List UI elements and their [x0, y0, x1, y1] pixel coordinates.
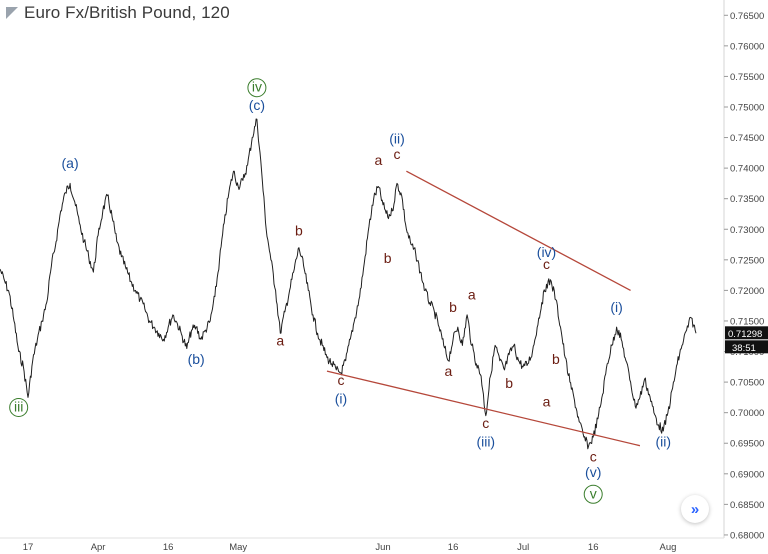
- countdown-value: 38:51: [732, 343, 756, 354]
- wave-label: a: [374, 152, 382, 168]
- y-tick-label: 0.70000: [730, 408, 764, 419]
- wave-label: b: [384, 250, 392, 266]
- wave-label-circle: [583, 484, 603, 504]
- wave-label: b: [505, 375, 513, 391]
- y-tick-label: 0.76000: [730, 41, 764, 52]
- x-tick-label: 16: [448, 542, 459, 553]
- wave-label: (iii): [476, 433, 495, 449]
- wave-label: (a): [62, 155, 79, 171]
- wave-label: (i): [610, 299, 622, 315]
- wave-label-circle: [247, 78, 267, 98]
- last-price-badge: [725, 326, 768, 340]
- y-tick-label: 0.71500: [730, 316, 764, 327]
- wave-label: c: [394, 146, 401, 162]
- wave-label: a: [468, 287, 476, 303]
- wave-label: iv: [252, 79, 262, 95]
- y-tick-label: 0.73500: [730, 194, 764, 205]
- x-tick-label: Aug: [659, 542, 676, 553]
- wave-label: a: [543, 394, 551, 410]
- y-tick-label: 0.72000: [730, 286, 764, 297]
- y-tick-label: 0.69500: [730, 439, 764, 450]
- wave-label: a: [445, 363, 453, 379]
- scroll-forward-button[interactable]: »: [681, 495, 709, 523]
- double-chevron-right-icon: »: [690, 500, 700, 518]
- wave-label: (v): [585, 464, 601, 480]
- wave-label: (c): [249, 97, 265, 113]
- y-tick-label: 0.68500: [730, 500, 764, 511]
- wave-label: b: [552, 351, 560, 367]
- wave-label: (iv): [537, 244, 556, 260]
- x-tick-label: Jul: [517, 542, 529, 553]
- y-tick-label: 0.75000: [730, 102, 764, 113]
- x-tick-label: May: [229, 542, 247, 553]
- y-tick-label: 0.69000: [730, 469, 764, 480]
- wave-label: a: [276, 332, 284, 348]
- x-tick-label: Jun: [375, 542, 390, 553]
- wave-label-circle: [9, 397, 29, 417]
- y-tick-label: 0.74500: [730, 133, 764, 144]
- chart-title-bar: Euro Fx/British Pound, 120: [6, 2, 230, 24]
- wave-label: iii: [14, 398, 23, 414]
- wave-label: c: [482, 415, 489, 431]
- x-tick-label: 16: [163, 542, 174, 553]
- countdown-badge: [725, 340, 768, 354]
- y-tick-label: 0.75500: [730, 72, 764, 83]
- y-tick-label: 0.73000: [730, 225, 764, 236]
- wave-label: b: [449, 299, 457, 315]
- y-tick-label: 0.76500: [730, 11, 764, 22]
- wave-label: (ii): [389, 131, 405, 147]
- wave-label: c: [543, 256, 550, 272]
- chart-title: Euro Fx/British Pound, 120: [24, 3, 230, 22]
- wave-label: (ii): [656, 433, 672, 449]
- wave-label: v: [590, 485, 597, 501]
- price-series-line: [0, 118, 697, 450]
- trendline[interactable]: [406, 170, 631, 291]
- y-tick-label: 0.68000: [730, 530, 764, 541]
- x-tick-label: 17: [23, 542, 34, 553]
- y-tick-label: 0.70500: [730, 378, 764, 389]
- x-tick-label: Apr: [91, 542, 106, 553]
- x-tick-label: 16: [588, 542, 599, 553]
- trendline[interactable]: [326, 370, 641, 447]
- wave-label: c: [337, 372, 344, 388]
- wave-label: c: [590, 449, 597, 465]
- wave-label: (i): [335, 391, 347, 407]
- y-tick-label: 0.72500: [730, 255, 764, 266]
- last-price-value: 0.71298: [728, 329, 762, 340]
- wave-label: (b): [188, 351, 205, 367]
- wave-label: b: [295, 222, 303, 238]
- y-tick-label: 0.74000: [730, 164, 764, 175]
